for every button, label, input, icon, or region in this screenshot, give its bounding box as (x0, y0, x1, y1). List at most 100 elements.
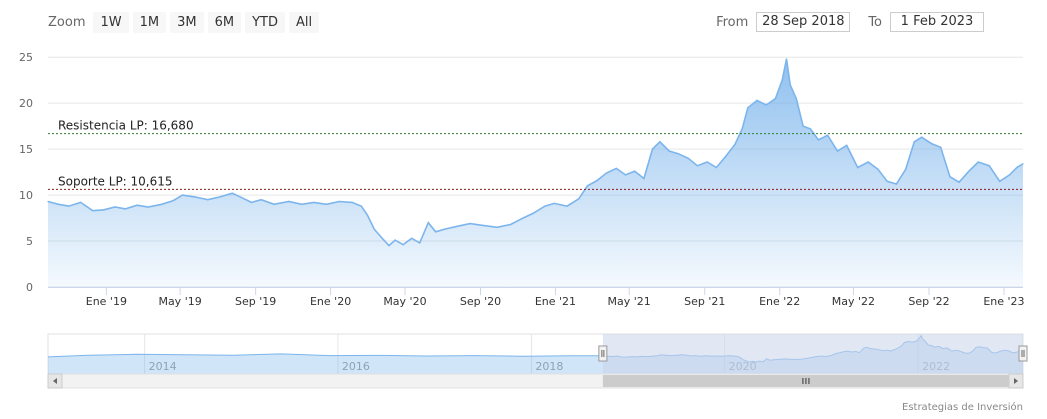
data-point (643, 177, 645, 180)
data-point (360, 205, 362, 207)
x-tick-label: Ene '20 (310, 295, 351, 308)
data-point (172, 200, 174, 202)
data-point (877, 168, 879, 170)
navigator-tick-label: 2018 (535, 360, 563, 373)
from-date-input[interactable] (756, 12, 851, 32)
data-point (103, 209, 105, 211)
data-point (968, 170, 970, 172)
zoom-1w-button[interactable]: 1W (93, 12, 129, 33)
chart-credit[interactable]: Estrategias de Inversión (902, 402, 1023, 413)
navigator-tick-label: 2016 (342, 360, 370, 373)
zoom-label: Zoom (48, 15, 86, 30)
x-tick-label: Sep '19 (235, 295, 276, 308)
data-point (634, 170, 636, 172)
data-point (715, 166, 718, 169)
data-point (741, 128, 743, 130)
data-point (789, 84, 791, 86)
data-point (930, 143, 933, 145)
series-area-fill (48, 59, 1023, 287)
data-point (958, 181, 960, 183)
zoom-1m-button[interactable]: 1M (132, 12, 167, 33)
data-point (57, 203, 60, 205)
data-point (207, 199, 209, 201)
data-point (921, 136, 923, 138)
data-point (496, 226, 498, 228)
data-point (92, 210, 94, 212)
arrow-left-icon (53, 378, 57, 384)
data-point (687, 157, 689, 159)
zoom-ytd-button[interactable]: YTD (245, 12, 286, 33)
data-point (795, 98, 797, 100)
data-point (905, 168, 907, 170)
data-point (596, 179, 598, 181)
data-point (977, 161, 979, 163)
data-point (781, 79, 783, 81)
data-point (456, 225, 458, 227)
y-tick-label: 10 (19, 189, 33, 202)
data-point (273, 203, 275, 205)
arrow-right-icon (1014, 378, 1018, 384)
data-point (846, 144, 848, 146)
date-range-selector: From To (704, 12, 984, 32)
data-point (394, 239, 396, 241)
from-label: From (716, 14, 749, 30)
navigator-tick-label: 2014 (149, 360, 177, 373)
data-point (895, 183, 898, 185)
data-point (522, 217, 524, 219)
data-point (553, 202, 555, 204)
x-tick-label: Ene '23 (983, 295, 1024, 308)
data-point (886, 180, 888, 182)
data-point (867, 161, 869, 163)
data-point (677, 153, 679, 155)
y-tick-label: 20 (19, 97, 33, 110)
data-point (566, 205, 568, 207)
data-point (1008, 174, 1011, 176)
data-point (114, 206, 116, 208)
zoom-3m-button[interactable]: 3M (170, 12, 204, 33)
data-point (288, 200, 290, 203)
y-tick-label: 0 (26, 281, 33, 294)
data-point (68, 205, 70, 207)
data-point (774, 98, 777, 100)
x-tick-label: Sep '20 (460, 295, 501, 308)
to-date-input[interactable] (890, 12, 984, 32)
zoom-toolbar: Zoom 1W 1M 3M 6M YTD All (48, 12, 320, 33)
x-tick-label: Ene '21 (535, 295, 576, 308)
x-axis: Ene '19 May '19 Sep '19 Ene '20 May '20 Sep '… (48, 287, 1025, 308)
data-point (586, 185, 589, 187)
navigator-right-handle[interactable] (1018, 345, 1028, 362)
data-point (510, 223, 512, 226)
data-point (381, 237, 383, 239)
data-point (181, 194, 184, 196)
zoom-6m-button[interactable]: 6M (207, 12, 242, 33)
data-point (124, 208, 126, 210)
data-point (325, 203, 327, 205)
x-tick-label: Ene '19 (86, 295, 127, 308)
data-point (756, 99, 758, 101)
data-point (605, 172, 608, 174)
data-point (301, 203, 303, 205)
data-point (435, 231, 437, 233)
data-point (913, 141, 915, 143)
data-point (411, 237, 413, 239)
data-point (313, 201, 315, 203)
data-point (161, 203, 163, 205)
data-point (696, 165, 699, 167)
data-point (659, 141, 661, 143)
data-point (1016, 166, 1018, 169)
plot-line-label: Soporte LP: 10,615 (58, 174, 173, 188)
data-point (219, 196, 221, 198)
zoom-all-button[interactable]: All (289, 12, 320, 33)
series-area (47, 58, 1024, 287)
y-axis-labels: 0 5 10 15 20 25 (19, 51, 33, 294)
navigator-selection[interactable] (602, 334, 1023, 374)
data-point (241, 197, 243, 199)
data-point (250, 201, 252, 203)
data-point (949, 176, 951, 178)
data-point (469, 223, 471, 225)
data-point (857, 166, 859, 169)
data-point (444, 228, 446, 230)
data-point (802, 125, 804, 127)
navigator-left-handle[interactable] (598, 345, 608, 362)
